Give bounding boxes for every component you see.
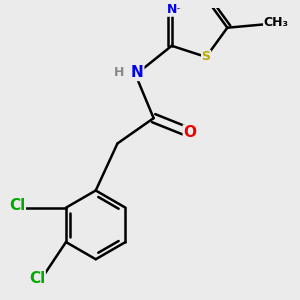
Text: H: H	[114, 66, 124, 80]
Text: N: N	[131, 65, 144, 80]
Text: O: O	[183, 125, 196, 140]
Text: Cl: Cl	[9, 198, 25, 213]
Text: S: S	[202, 50, 211, 64]
Text: Cl: Cl	[29, 271, 45, 286]
Text: N: N	[167, 3, 177, 16]
Text: CH₃: CH₃	[264, 16, 289, 29]
